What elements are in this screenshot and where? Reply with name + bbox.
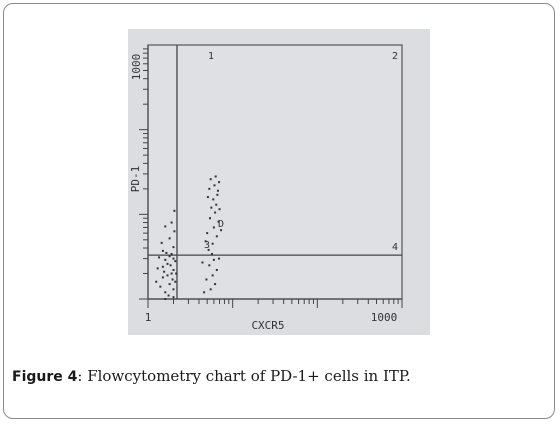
annotation-label: D bbox=[218, 219, 224, 230]
data-point bbox=[213, 184, 216, 187]
data-point bbox=[170, 272, 173, 275]
data-point bbox=[173, 209, 176, 212]
data-point bbox=[212, 198, 215, 201]
data-point bbox=[159, 285, 162, 288]
data-point bbox=[160, 241, 163, 244]
data-point bbox=[172, 296, 175, 299]
data-point bbox=[215, 203, 218, 206]
x-tick-label-1000: 1000 bbox=[371, 311, 398, 324]
x-axis-label: CXCR5 bbox=[251, 319, 284, 332]
data-point bbox=[215, 235, 218, 238]
quadrant-label-4: 4 bbox=[392, 242, 398, 253]
caption-label: Figure 4 bbox=[12, 369, 78, 385]
data-point bbox=[161, 249, 164, 252]
scatter-points bbox=[155, 175, 223, 300]
data-point bbox=[171, 278, 174, 281]
data-point bbox=[211, 242, 214, 245]
data-point bbox=[209, 217, 212, 220]
quadrant-label-3: 3 bbox=[204, 240, 210, 251]
data-point bbox=[215, 269, 218, 272]
data-point bbox=[170, 221, 173, 224]
y-tick-label-1000: 1000 bbox=[130, 54, 143, 81]
data-point bbox=[218, 181, 221, 184]
data-point bbox=[206, 232, 209, 235]
data-point bbox=[216, 189, 219, 192]
data-point bbox=[209, 178, 212, 181]
data-point bbox=[214, 211, 217, 214]
x-tick-label-1: 1 bbox=[145, 311, 152, 324]
data-point bbox=[174, 260, 177, 263]
data-point bbox=[216, 193, 219, 196]
data-point bbox=[208, 187, 211, 190]
quadrant-label-2: 2 bbox=[392, 51, 398, 62]
data-point bbox=[214, 175, 217, 178]
data-point bbox=[217, 220, 220, 223]
data-point bbox=[172, 269, 175, 272]
data-point bbox=[207, 248, 210, 251]
data-point bbox=[210, 206, 213, 209]
quadrant-label-1: 1 bbox=[208, 51, 214, 62]
figure-caption: Figure 4: Flowcytometry chart of PD-1+ c… bbox=[12, 367, 411, 385]
data-point bbox=[158, 256, 161, 259]
data-point bbox=[218, 208, 221, 211]
data-point bbox=[201, 261, 204, 264]
flow-cytometry-plot: 1 1000 1000 CXCR5 PD-1 1 2 3 4 D bbox=[129, 44, 403, 332]
data-point bbox=[172, 288, 175, 291]
data-point bbox=[164, 291, 167, 294]
data-point bbox=[172, 257, 175, 260]
data-point bbox=[214, 283, 217, 286]
data-point bbox=[169, 264, 172, 267]
data-point bbox=[218, 257, 221, 260]
data-point bbox=[172, 246, 175, 249]
data-point bbox=[167, 294, 170, 297]
data-point bbox=[168, 283, 171, 286]
x-axis-ticks bbox=[147, 299, 403, 308]
data-point bbox=[209, 288, 212, 291]
data-point bbox=[155, 280, 158, 283]
caption-text: : Flowcytometry chart of PD-1+ cells in … bbox=[77, 367, 411, 385]
data-point bbox=[174, 280, 177, 283]
data-point bbox=[173, 230, 176, 233]
data-point bbox=[204, 240, 207, 243]
flow-plot-photo: 1 1000 1000 CXCR5 PD-1 1 2 3 4 D bbox=[128, 29, 430, 335]
data-point bbox=[208, 264, 211, 267]
data-point bbox=[205, 278, 208, 281]
data-point bbox=[168, 237, 171, 240]
data-point bbox=[220, 229, 223, 232]
y-axis-label: PD-1 bbox=[129, 166, 142, 193]
data-point bbox=[203, 291, 206, 294]
data-point bbox=[168, 255, 171, 258]
data-point bbox=[211, 274, 214, 277]
data-point bbox=[164, 225, 167, 228]
data-point bbox=[164, 298, 167, 300]
y-axis-ticks bbox=[139, 48, 148, 300]
data-point bbox=[212, 258, 215, 261]
data-point bbox=[175, 272, 178, 275]
data-point bbox=[161, 276, 164, 279]
data-point bbox=[170, 253, 173, 256]
data-point bbox=[164, 258, 167, 261]
data-point bbox=[165, 251, 168, 254]
plot-area bbox=[147, 44, 403, 300]
data-point bbox=[166, 274, 169, 277]
data-point bbox=[212, 226, 215, 229]
data-point bbox=[156, 267, 159, 270]
data-point bbox=[210, 253, 213, 256]
data-point bbox=[163, 270, 166, 273]
data-point bbox=[206, 196, 209, 199]
data-point bbox=[166, 262, 169, 265]
data-point bbox=[161, 265, 164, 268]
